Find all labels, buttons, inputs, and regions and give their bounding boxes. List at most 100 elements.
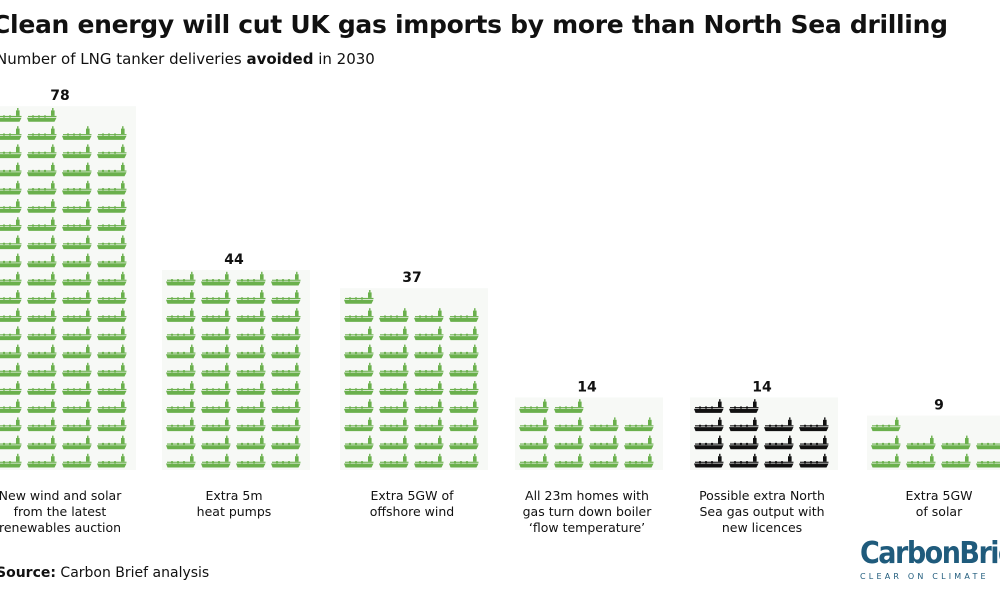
- lng-tanker-icon: [97, 290, 127, 304]
- lng-tanker-icon: [271, 344, 301, 359]
- lng-tanker-icon: [97, 180, 127, 195]
- lng-tanker-icon: [27, 126, 57, 140]
- lng-tanker-icon: [344, 435, 374, 450]
- lng-tanker-icon: [62, 199, 92, 213]
- lng-tanker-icon: [0, 344, 22, 359]
- lng-tanker-icon: [97, 271, 127, 286]
- lng-tanker-icon: [27, 381, 57, 395]
- lng-tanker-icon: [97, 235, 127, 250]
- lng-tanker-icon: [344, 344, 374, 359]
- lng-tanker-icon: [271, 453, 301, 468]
- lng-tanker-icon: [554, 435, 584, 450]
- lng-tanker-icon: [97, 399, 127, 413]
- lng-tanker-icon: [344, 326, 374, 341]
- lng-tanker-icon: [764, 417, 794, 432]
- lng-tanker-icon: [97, 253, 127, 268]
- lng-tanker-icon: [0, 108, 22, 122]
- lng-tanker-icon: [519, 453, 549, 468]
- lng-tanker-icon: [27, 362, 57, 377]
- lng-tanker-icon: [871, 417, 901, 432]
- lng-tanker-icon: [236, 290, 266, 304]
- lng-tanker-icon: [201, 326, 231, 341]
- lng-tanker-icon: [449, 399, 479, 413]
- lng-tanker-icon: [0, 435, 22, 450]
- lng-tanker-icon: [201, 399, 231, 413]
- lng-tanker-icon: [166, 326, 196, 341]
- lng-tanker-icon: [379, 362, 409, 377]
- lng-tanker-icon: [236, 417, 266, 432]
- category-label: gas turn down boiler: [523, 504, 653, 519]
- lng-tanker-icon: [27, 180, 57, 195]
- lng-tanker-icon: [201, 453, 231, 468]
- source-text: Carbon Brief analysis: [55, 565, 210, 581]
- lng-tanker-icon: [166, 344, 196, 359]
- lng-tanker-icon: [694, 435, 724, 450]
- lng-tanker-icon: [27, 199, 57, 213]
- lng-tanker-icon: [0, 308, 22, 322]
- lng-tanker-icon: [0, 199, 22, 213]
- category-label: new licences: [722, 520, 802, 535]
- lng-tanker-icon: [906, 453, 936, 468]
- lng-tanker-icon: [27, 271, 57, 286]
- lng-tanker-icon: [449, 344, 479, 359]
- lng-tanker-icon: [201, 417, 231, 432]
- lng-tanker-icon: [62, 126, 92, 140]
- lng-tanker-icon: [97, 126, 127, 140]
- category-label: Possible extra North: [699, 488, 825, 503]
- lng-tanker-icon: [799, 417, 829, 432]
- lng-tanker-icon: [97, 453, 127, 468]
- lng-tanker-icon: [554, 453, 584, 468]
- lng-tanker-icon: [27, 399, 57, 413]
- lng-tanker-icon: [201, 290, 231, 304]
- lng-tanker-icon: [414, 362, 444, 377]
- lng-tanker-icon: [62, 381, 92, 395]
- chart-subtitle: Number of LNG tanker deliveries avoided …: [0, 50, 375, 68]
- lng-tanker-icon: [344, 399, 374, 413]
- lng-tanker-icon: [554, 399, 584, 413]
- lng-tanker-icon: [589, 435, 619, 450]
- lng-tanker-icon: [97, 381, 127, 395]
- lng-tanker-icon: [414, 344, 444, 359]
- lng-tanker-icon: [97, 199, 127, 213]
- subtitle-emphasis: avoided: [246, 50, 314, 68]
- lng-tanker-icon: [271, 362, 301, 377]
- lng-tanker-icon: [379, 453, 409, 468]
- lng-tanker-icon: [379, 308, 409, 322]
- lng-tanker-icon: [27, 217, 57, 231]
- lng-tanker-icon: [62, 453, 92, 468]
- logo-word-1: Carbon: [860, 536, 961, 571]
- lng-tanker-icon: [97, 435, 127, 450]
- lng-tanker-icon: [344, 362, 374, 377]
- source-note: Source: Carbon Brief analysis: [0, 565, 209, 581]
- lng-tanker-icon: [449, 417, 479, 432]
- lng-tanker-icon: [344, 290, 374, 304]
- lng-tanker-icon: [166, 399, 196, 413]
- lng-tanker-icon: [97, 326, 127, 341]
- lng-tanker-icon: [519, 417, 549, 432]
- lng-tanker-icon: [0, 162, 22, 177]
- lng-tanker-icon: [97, 308, 127, 322]
- value-label: 78: [50, 88, 69, 104]
- lng-tanker-icon: [27, 235, 57, 250]
- lng-tanker-icon: [97, 344, 127, 359]
- lng-tanker-icon: [694, 417, 724, 432]
- lng-tanker-icon: [27, 162, 57, 177]
- lng-tanker-icon: [519, 399, 549, 413]
- lng-tanker-icon: [414, 308, 444, 322]
- lng-tanker-icon: [624, 453, 654, 468]
- lng-tanker-icon: [449, 381, 479, 395]
- lng-tanker-icon: [271, 381, 301, 395]
- lng-tanker-icon: [449, 362, 479, 377]
- lng-tanker-icon: [271, 308, 301, 322]
- lng-tanker-icon: [976, 461, 1000, 468]
- lng-tanker-icon: [624, 435, 654, 450]
- lng-tanker-icon: [379, 417, 409, 432]
- lng-tanker-icon: [271, 417, 301, 432]
